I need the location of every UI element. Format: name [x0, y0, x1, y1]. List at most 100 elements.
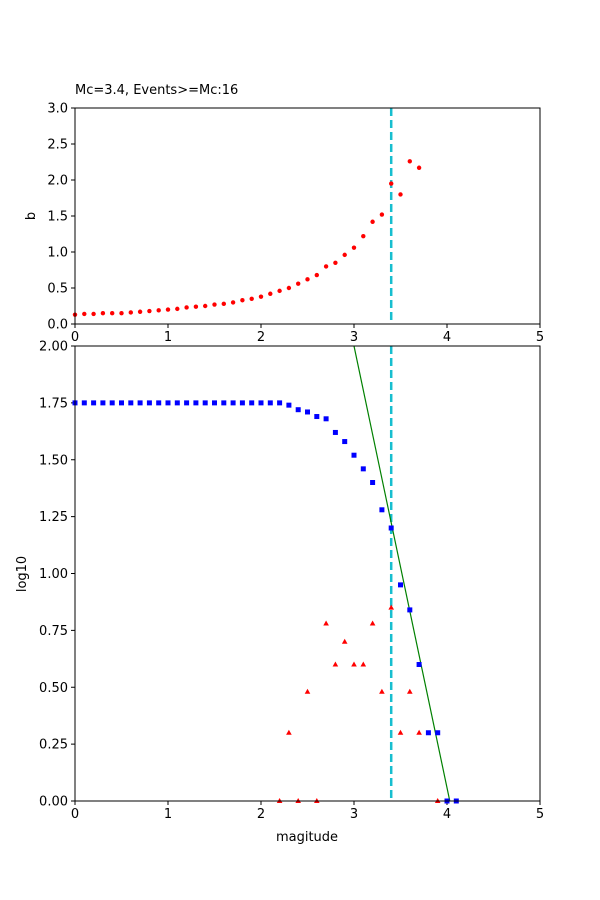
noncumulative-point	[407, 688, 413, 694]
bottom-ytick-label: 1.75	[39, 396, 68, 411]
bottom-plot-area: 0 1 2 3 4 5 0.00 0.25 0.50 0.75 1.00 1.25 1.50 1.75 2.…	[39, 340, 544, 823]
cumulative-point	[360, 466, 366, 472]
cumulative-point	[258, 400, 264, 406]
top-plot-frame	[74, 107, 541, 325]
cumulative-point	[193, 400, 199, 406]
cumulative-point	[351, 452, 357, 458]
bottom-plot-frame	[74, 345, 541, 802]
cumulative-point	[81, 400, 87, 406]
top-plot-title: Mc=3.4, Events>=Mc:16	[75, 83, 238, 98]
top-xtick-label: 1	[164, 330, 172, 345]
noncumulative-point	[388, 604, 394, 610]
frequency-magnitude-plot: magitude log10 0 1 2 3 4 5 0.00 0.25 0.50 0.75 1.0…	[15, 340, 544, 846]
bottom-ytick-label: 0.25	[39, 738, 68, 753]
top-ytick-label: 2.5	[47, 138, 68, 153]
noncumulative-point	[286, 729, 292, 735]
noncumulative-point	[341, 638, 348, 644]
cumulative-point	[174, 400, 180, 406]
b-value-point	[249, 296, 254, 301]
b-value-point	[323, 264, 329, 269]
top-plot-ylabel: b	[24, 212, 39, 220]
b-value-point	[314, 272, 319, 278]
top-ytick-label: 1.5	[47, 210, 68, 225]
b-value-point	[137, 309, 143, 314]
b-value-point	[212, 302, 217, 307]
cumulative-point	[184, 400, 190, 406]
noncumulative-point	[323, 620, 329, 626]
b-value-point	[175, 306, 180, 312]
cumulative-point	[128, 400, 134, 406]
cumulative-point	[314, 414, 320, 420]
b-value-point	[184, 305, 189, 310]
cumulative-point	[323, 416, 329, 422]
b-value-point	[156, 308, 161, 313]
cumulative-point	[119, 400, 124, 406]
bottom-xtick-label: 3	[350, 807, 358, 822]
cumulative-point	[221, 400, 227, 406]
cumulative-point	[146, 400, 152, 406]
top-ytick-label: 1.0	[47, 246, 68, 261]
cumulative-point	[267, 400, 273, 406]
b-value-point	[342, 252, 347, 258]
cumulative-point	[277, 400, 283, 406]
bottom-plot-ylabel: log10	[15, 556, 30, 592]
bottom-series-group	[353, 346, 451, 801]
cumulative-point	[165, 400, 171, 406]
cumulative-point	[388, 525, 394, 531]
cumulative-point	[286, 402, 292, 408]
top-xtick-label: 5	[536, 330, 544, 345]
bottom-ytick-label: 1.50	[39, 453, 68, 468]
b-value-point	[389, 181, 394, 186]
b-value-point	[91, 311, 96, 317]
top-ytick-label: 0.5	[47, 282, 68, 297]
b-value-point	[110, 311, 115, 316]
b-value-point	[147, 308, 152, 314]
cumulative-point	[398, 582, 403, 588]
noncumulative-point	[379, 688, 385, 694]
fit-line	[353, 346, 451, 801]
noncumulative-point	[351, 661, 357, 667]
b-value-point	[296, 281, 301, 286]
b-value-point	[286, 285, 292, 291]
bottom-ytick-label: 0.75	[39, 624, 68, 639]
top-xtick-label: 4	[443, 330, 451, 345]
b-value-point	[379, 212, 385, 217]
top-ytick-label: 2.0	[47, 174, 68, 189]
top-xtick-label: 3	[350, 330, 358, 345]
cumulative-point	[230, 400, 236, 406]
bottom-ytick-label: 1.00	[39, 567, 68, 582]
b-value-point	[230, 300, 236, 305]
bottom-ytick-label: 1.25	[39, 510, 68, 525]
cumulative-point	[416, 662, 422, 667]
b-value-point	[82, 311, 87, 317]
cumulative-point	[91, 400, 97, 406]
bottom-xtick-label: 1	[164, 807, 172, 822]
cumulative-point	[156, 400, 162, 406]
b-value-point	[165, 307, 171, 312]
cumulative-point	[407, 607, 413, 613]
noncumulative-point	[332, 661, 339, 667]
b-value-point	[203, 303, 208, 309]
b-value-point	[416, 165, 422, 170]
top-plot-area: 0 1 2 3 4 5 0.0 0.5 1.0 1.5 2.0 2.5 3.0	[47, 102, 544, 346]
b-value-point	[277, 288, 282, 294]
bottom-plot-xlabel: magitude	[276, 830, 338, 845]
b-value-point	[407, 159, 412, 164]
bottom-ytick-label: 0.50	[39, 681, 68, 696]
b-value-point	[240, 298, 245, 303]
noncumulative-point	[304, 688, 311, 694]
b-value-plot: Mc=3.4, Events>=Mc:16 b 0 1 2 3 4 5 0.0 0.5 1.0 1…	[24, 83, 544, 345]
cumulative-point	[109, 400, 115, 406]
top-ytick-label: 0.0	[47, 318, 68, 333]
b-value-point	[100, 311, 106, 316]
cumulative-point	[239, 400, 245, 406]
b-value-point	[258, 294, 264, 299]
b-value-point	[333, 260, 338, 265]
top-xtick-label: 2	[257, 330, 265, 345]
cumulative-point	[342, 439, 348, 445]
top-ytick-label: 3.0	[47, 102, 68, 117]
b-value-point	[370, 219, 375, 224]
cumulative-point	[137, 400, 143, 406]
